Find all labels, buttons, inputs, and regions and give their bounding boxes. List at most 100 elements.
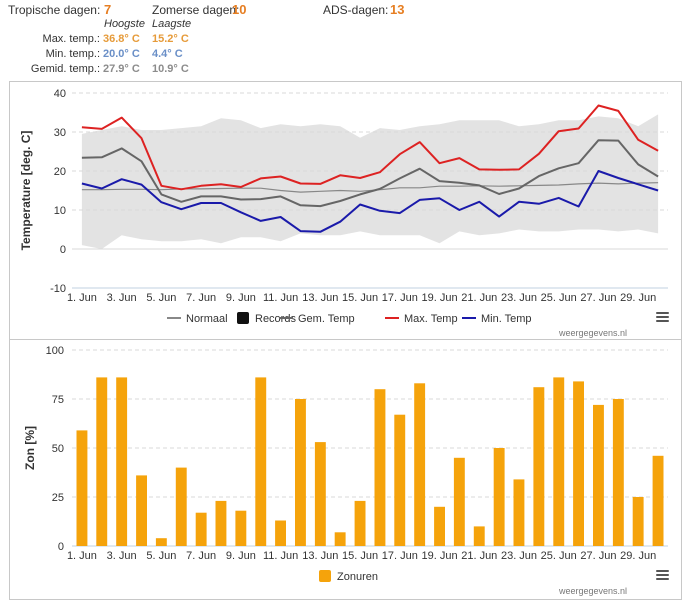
credit-text: weergegevens.nl (558, 328, 627, 338)
x-tick-label: 15. Jun (342, 292, 378, 304)
bar (533, 387, 545, 546)
bar (434, 506, 445, 546)
ads-days-label: ADS-dagen: (323, 3, 389, 17)
bar (235, 510, 247, 546)
summary-panel: Tropische dagen: 7 Zomerse dagen: 10 ADS… (0, 0, 688, 80)
bar (573, 381, 584, 546)
avg-temp-high: 27.9° C (103, 63, 140, 75)
x-tick-label: 17. Jun (382, 550, 418, 562)
bar (473, 526, 485, 546)
bar (215, 500, 227, 546)
x-tick-label: 25. Jun (541, 550, 577, 562)
chart-menu-icon[interactable] (656, 312, 669, 323)
bar (96, 377, 108, 546)
bar (334, 532, 346, 546)
x-tick-label: 13. Jun (302, 292, 338, 304)
max-temp-high: 36.8° C (103, 33, 140, 45)
series-line-max-temp (81, 104, 659, 191)
x-tick-label: 5. Jun (146, 550, 176, 562)
y-tick-label: 0 (60, 244, 66, 256)
bar (493, 448, 505, 546)
x-tick-label: 9. Jun (226, 550, 256, 562)
bar (553, 377, 565, 546)
min-temp-low: 4.4° C (152, 48, 183, 60)
avg-temp-low: 10.9° C (152, 63, 189, 75)
bar (632, 497, 644, 546)
x-tick-label: 9. Jun (226, 292, 256, 304)
x-tick-label: 21. Jun (461, 292, 497, 304)
x-tick-label: 29. Jun (620, 550, 656, 562)
legend-label: Min. Temp (481, 313, 532, 325)
y-tick-label: 100 (46, 345, 64, 357)
bar (275, 520, 286, 546)
x-tick-label: 5. Jun (146, 292, 176, 304)
x-tick-label: 3. Jun (107, 550, 137, 562)
x-tick-label: 11. Jun (263, 550, 298, 562)
bar (652, 455, 664, 546)
header-lowest: Laagste (152, 18, 192, 30)
series-line-gem-temp (81, 139, 659, 208)
temperature-chart-panel: -10 0 10 20 30 40 1. Jun 3. Jun 5. Jun 7. Jun 9. J… (9, 81, 682, 341)
x-tick-label: 13. Jun (302, 550, 338, 562)
credit-text: weergegevens.nl (558, 586, 627, 596)
x-tick-label: 11. Jun (263, 292, 298, 304)
x-tick-label: 25. Jun (541, 292, 577, 304)
y-tick-label: 75 (52, 394, 64, 406)
x-tick-label: 15. Jun (342, 550, 378, 562)
max-temp-label: Max. temp.: (42, 33, 100, 45)
bar (513, 479, 525, 546)
bar (394, 414, 406, 546)
bar (195, 512, 207, 546)
chart-menu-icon[interactable] (656, 570, 669, 581)
x-tick-label: 23. Jun (501, 292, 537, 304)
legend-label: Normaal (186, 313, 228, 325)
bar (175, 467, 187, 546)
legend-symbol (319, 570, 331, 582)
sunshine-chart: 0 25 50 75 100 1. Jun 3. Jun 5. Jun 7. Jun 9. Jun… (23, 345, 668, 596)
bar (136, 475, 147, 546)
avg-temp-label: Gemid. temp.: (30, 63, 100, 75)
bar (255, 377, 267, 546)
x-tick-label: 7. Jun (186, 292, 216, 304)
sunshine-chart-panel: 0 25 50 75 100 1. Jun 3. Jun 5. Jun 7. Jun 9. Jun… (9, 339, 682, 600)
x-tick-label: 19. Jun (421, 550, 457, 562)
x-tick-label: 17. Jun (382, 292, 418, 304)
tropical-days-label: Tropische dagen: (8, 3, 101, 17)
bar (374, 389, 386, 546)
y-tick-label: 40 (54, 88, 66, 100)
x-tick-label: 21. Jun (461, 550, 497, 562)
x-tick-label: 29. Jun (620, 292, 656, 304)
legend-symbol (237, 312, 249, 324)
y-tick-label: 0 (58, 541, 64, 553)
min-temp-high: 20.0° C (103, 48, 140, 60)
max-temp-low: 15.2° C (152, 33, 189, 45)
tropical-days-value: 7 (104, 2, 112, 17)
x-tick-label: 1. Jun (67, 292, 97, 304)
x-tick-label: 3. Jun (107, 292, 137, 304)
ads-days-value: 13 (390, 2, 405, 17)
x-tick-label: 23. Jun (501, 550, 537, 562)
y-tick-label: 30 (54, 127, 66, 139)
summer-days-value: 10 (232, 2, 247, 17)
x-tick-label: 1. Jun (67, 550, 97, 562)
x-tick-label: 19. Jun (421, 292, 457, 304)
y-tick-label: 25 (52, 492, 64, 504)
bar (354, 500, 366, 546)
series-line-min-temp (81, 170, 659, 233)
bar (314, 442, 326, 546)
bar (593, 404, 604, 546)
bar (612, 399, 624, 546)
min-temp-label: Min. temp.: (45, 48, 100, 60)
legend-label: Gem. Temp (298, 313, 355, 325)
legend-label: Records (255, 313, 296, 325)
y-axis-title: Zon [%] (23, 426, 37, 470)
y-tick-label: -10 (50, 283, 66, 295)
legend-label: Zonuren (337, 571, 378, 583)
x-tick-label: 27. Jun (580, 292, 616, 304)
y-axis-title: Temperature [deg. C] (19, 131, 33, 251)
bar (116, 377, 128, 546)
records-band (81, 114, 659, 250)
y-tick-label: 50 (52, 443, 64, 455)
bar (295, 399, 306, 546)
y-tick-label: 20 (54, 166, 66, 178)
